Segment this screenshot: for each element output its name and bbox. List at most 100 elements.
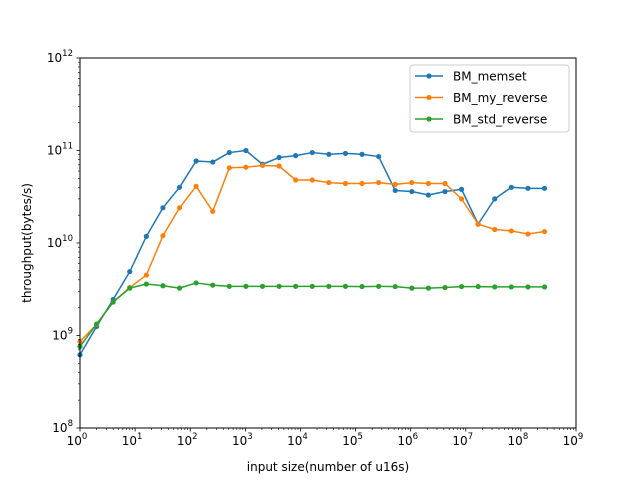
data-point — [525, 185, 531, 191]
data-point — [143, 281, 149, 287]
data-point — [376, 153, 382, 160]
data-point — [525, 231, 531, 237]
data-point — [276, 163, 282, 169]
data-point — [342, 180, 349, 187]
data-point — [176, 184, 183, 190]
data-point — [508, 284, 514, 290]
data-point — [93, 321, 100, 327]
data-point — [193, 183, 199, 189]
legend-entry: BM_memset — [415, 70, 527, 84]
data-point — [210, 282, 216, 288]
data-point — [409, 179, 415, 186]
data-point — [458, 186, 465, 192]
data-point — [226, 165, 232, 171]
data-point — [226, 149, 232, 156]
data-point — [492, 284, 498, 290]
data-point — [143, 272, 149, 278]
x-tick-label: 102 — [177, 432, 198, 448]
legend-label: BM_my_reverse — [453, 91, 547, 105]
data-point — [392, 181, 398, 187]
data-point — [293, 177, 299, 183]
data-point — [425, 285, 431, 291]
legend-swatch-marker — [426, 73, 432, 79]
data-point — [243, 164, 249, 170]
data-point — [326, 151, 332, 157]
data-point — [326, 179, 332, 186]
y-tick-label: 109 — [52, 327, 73, 343]
data-point — [210, 159, 216, 165]
data-point — [359, 283, 365, 290]
x-tick-label: 104 — [287, 432, 308, 448]
x-tick-label: 106 — [397, 432, 418, 448]
data-point — [475, 221, 481, 227]
data-point — [359, 180, 365, 187]
series-BM_std_reverse — [77, 280, 548, 350]
data-point — [293, 153, 299, 159]
y-tick-label: 1011 — [47, 142, 73, 158]
data-point — [409, 188, 415, 195]
data-point — [259, 162, 266, 169]
data-point — [176, 285, 183, 291]
y-tick-label: 1010 — [47, 234, 73, 250]
data-point — [541, 284, 548, 290]
data-point — [442, 180, 448, 187]
data-point — [541, 228, 548, 235]
y-tick-label: 1012 — [47, 49, 73, 65]
data-point — [359, 151, 365, 157]
data-point — [243, 147, 249, 154]
data-point — [492, 226, 498, 233]
data-point — [342, 283, 349, 289]
data-point — [210, 208, 216, 214]
data-point — [226, 283, 232, 289]
data-point — [143, 233, 149, 239]
data-point — [276, 154, 282, 161]
x-tick-label: 103 — [232, 432, 253, 448]
legend-label: BM_std_reverse — [453, 113, 547, 127]
data-point — [127, 285, 133, 291]
data-point — [176, 205, 183, 211]
data-point — [492, 196, 498, 202]
legend-swatch-marker — [426, 116, 432, 122]
data-point — [475, 283, 481, 290]
legend-label: BM_memset — [453, 70, 527, 84]
x-tick-label: 105 — [342, 432, 363, 448]
data-point — [376, 179, 382, 186]
data-point — [160, 233, 166, 239]
data-point — [160, 205, 166, 211]
data-point — [392, 283, 398, 290]
data-point — [193, 158, 199, 164]
data-point — [309, 177, 315, 183]
legend-entry: BM_std_reverse — [415, 113, 547, 127]
data-point — [342, 150, 349, 157]
x-tick-label: 100 — [67, 432, 88, 448]
data-point — [409, 285, 415, 291]
series-layer — [77, 147, 548, 358]
data-point — [110, 299, 116, 305]
data-point — [442, 188, 448, 195]
data-point — [458, 196, 465, 202]
y-axis-label: throughput(bytes/s) — [20, 183, 34, 303]
y-tick-label: 108 — [52, 419, 73, 435]
data-point — [243, 283, 249, 289]
data-point — [392, 187, 398, 194]
data-point — [293, 283, 299, 289]
data-point — [508, 184, 514, 190]
series-BM_my_reverse — [77, 162, 548, 345]
data-point — [525, 284, 531, 290]
x-tick-label: 108 — [508, 432, 529, 448]
ticks-layer: 100 101 102 103 104 105 106 107 108 109 108 109 1010… — [47, 49, 583, 448]
legend-entry: BM_my_reverse — [415, 91, 547, 105]
data-point — [458, 283, 465, 290]
data-point — [259, 283, 266, 289]
x-tick-label: 107 — [452, 432, 473, 448]
data-point — [193, 280, 199, 286]
data-point — [541, 185, 548, 191]
data-point — [425, 192, 431, 198]
data-point — [508, 228, 514, 234]
data-point — [160, 283, 166, 289]
data-point — [442, 284, 448, 291]
data-point — [376, 283, 382, 289]
x-tick-label: 101 — [122, 432, 143, 448]
legend-swatch-marker — [426, 94, 432, 101]
